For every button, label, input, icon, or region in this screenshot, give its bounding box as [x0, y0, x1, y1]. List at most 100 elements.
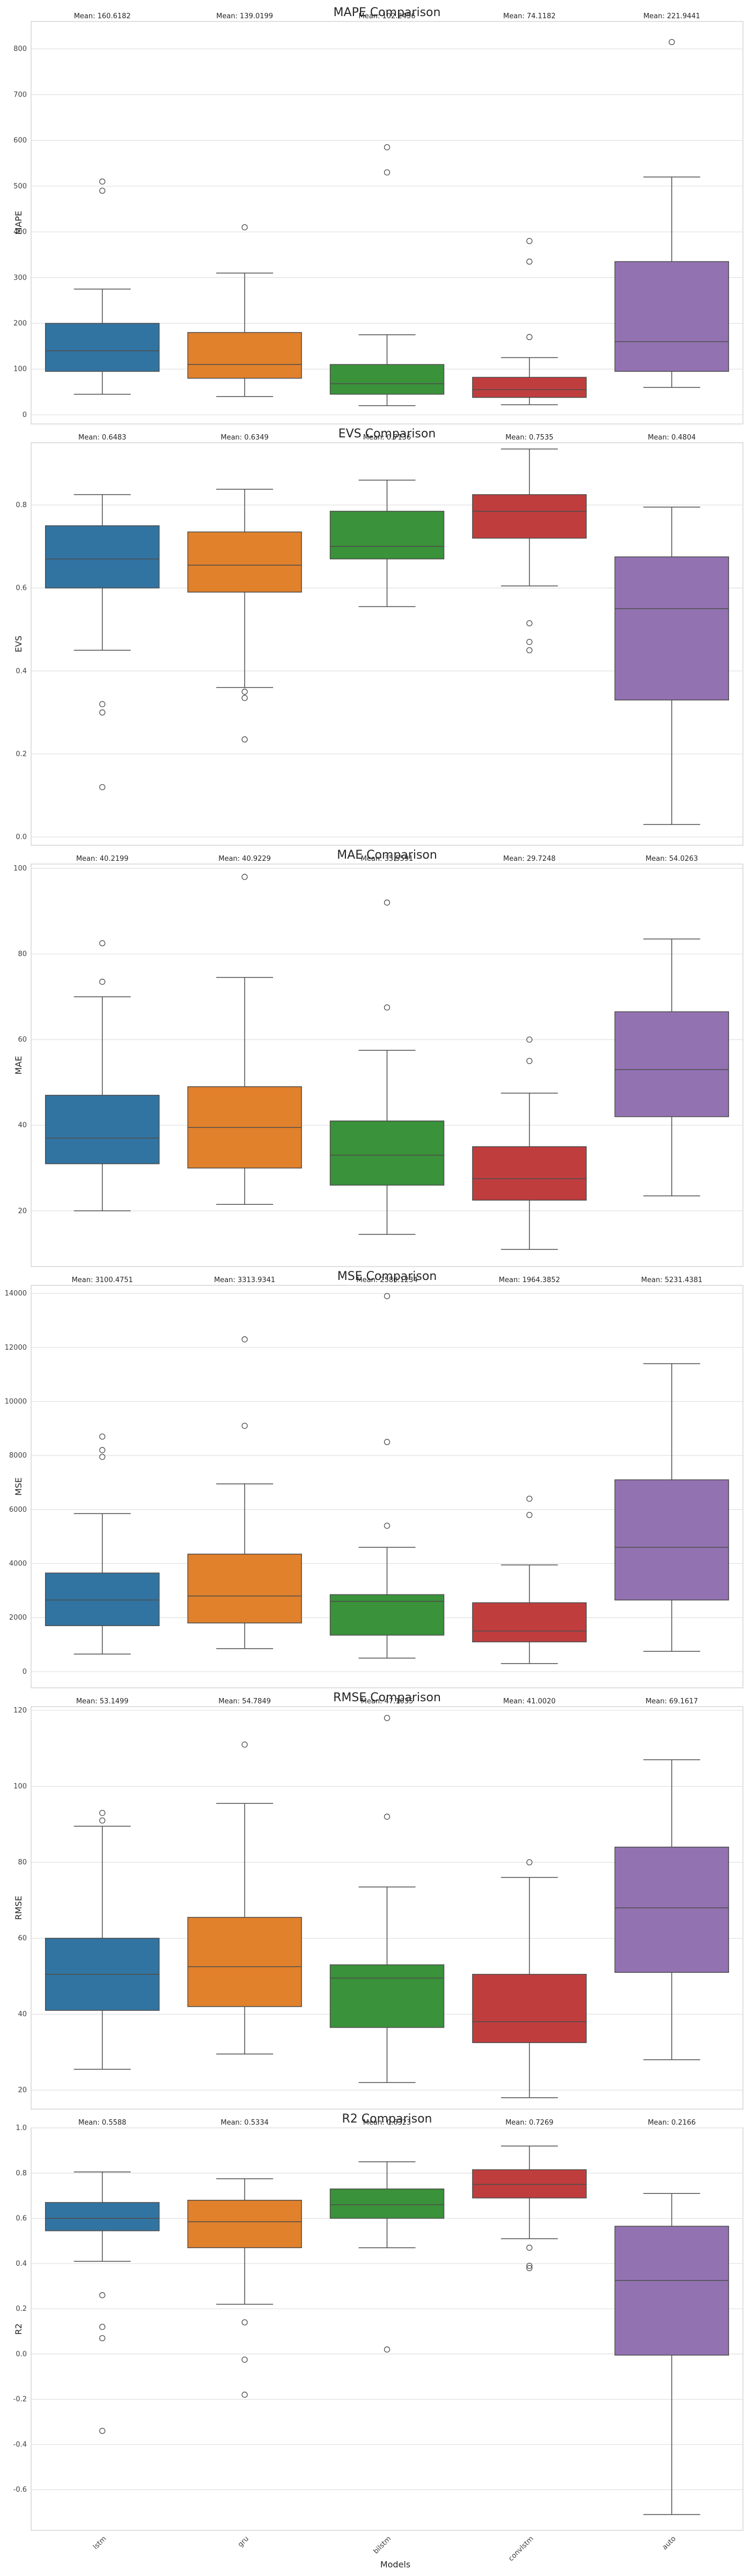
- panel-evs: 0.0 0.2 0.4 0.6 0.8 EVS Mean: 0.6483 Mean: 0.63…: [13, 427, 743, 846]
- y-tick-label: 0: [23, 1668, 27, 1676]
- y-tick-label: 0.8: [16, 2169, 27, 2177]
- y-tick-label: 0.2: [16, 750, 27, 758]
- y-tick-label: 8000: [9, 1452, 27, 1460]
- box-auto: [614, 39, 730, 388]
- x-tick-label: auto: [661, 2535, 678, 2551]
- y-tick-label: 0.4: [16, 2260, 27, 2268]
- y-tick-label: 80: [18, 950, 27, 958]
- outlier-point: [668, 39, 675, 46]
- mean-annotation: Mean: 0.5334: [220, 2119, 268, 2127]
- mean-annotation: Mean: 54.0263: [645, 855, 698, 863]
- outlier-point: [99, 178, 106, 185]
- box-gru: [187, 224, 302, 397]
- x-tick-label: gru: [237, 2535, 251, 2549]
- box-auto: [614, 1363, 730, 1652]
- x-tick-label: lstm: [92, 2535, 108, 2551]
- box-lstm: [45, 2171, 160, 2434]
- y-tick-label: 80: [18, 1858, 27, 1867]
- outlier-point: [99, 2324, 106, 2330]
- box-convlstm: [472, 2145, 587, 2271]
- box-bilstm: [329, 899, 445, 1235]
- box-bilstm: [329, 1715, 445, 2083]
- mean-annotation: Mean: 3100.4751: [72, 1276, 133, 1284]
- outlier-point: [99, 940, 106, 947]
- outlier-point: [384, 2346, 391, 2353]
- iqr-box: [614, 261, 730, 372]
- mean-annotation: Mean: 35.5591: [361, 855, 414, 863]
- outlier-point: [384, 899, 391, 906]
- box-bilstm: [329, 479, 445, 608]
- y-tick-label: 0.4: [16, 667, 27, 675]
- y-tick-label: 20: [18, 2087, 27, 2095]
- mean-annotation: Mean: 54.7849: [218, 1697, 271, 1706]
- outlier-point: [241, 2357, 248, 2363]
- iqr-box: [472, 1602, 587, 1643]
- mean-annotation: Mean: 0.7136: [363, 434, 411, 442]
- y-tick-label: -0.2: [13, 2396, 27, 2404]
- y-axis-label: R2: [13, 2323, 24, 2334]
- iqr-box: [329, 1120, 445, 1186]
- outlier-point: [99, 1817, 106, 1824]
- outlier-point: [526, 258, 533, 265]
- mean-annotation: Mean: 0.6349: [220, 434, 268, 442]
- iqr-box: [187, 332, 302, 379]
- iqr-box: [187, 1916, 302, 2007]
- box-lstm: [45, 494, 160, 791]
- iqr-box: [472, 1146, 587, 1201]
- mean-annotation: Mean: 69.1617: [645, 1697, 698, 1706]
- y-tick-label: 0.2: [16, 2305, 27, 2313]
- y-tick-label: -0.6: [13, 2486, 27, 2494]
- iqr-box: [45, 1572, 160, 1626]
- y-axis-label: MAPE: [13, 211, 24, 235]
- mean-annotation: Mean: 5231.4381: [641, 1276, 702, 1284]
- box-convlstm: [472, 1859, 587, 2098]
- y-tick-label: 0.0: [16, 833, 27, 841]
- box-lstm: [45, 1433, 160, 1655]
- mean-annotation: Mean: 29.7248: [503, 855, 556, 863]
- outlier-point: [526, 620, 533, 626]
- outlier-point: [241, 694, 248, 701]
- panel-title: RMSE Comparison: [333, 1691, 441, 1704]
- iqr-box: [329, 364, 445, 395]
- iqr-box: [614, 2226, 730, 2356]
- outlier-point: [241, 1741, 248, 1748]
- y-tick-label: 10000: [5, 1397, 27, 1406]
- iqr-box: [45, 2202, 160, 2231]
- outlier-point: [526, 2244, 533, 2251]
- box-convlstm: [472, 1496, 587, 1664]
- panel-title: MSE Comparison: [337, 1270, 437, 1283]
- mean-annotation: Mean: 0.6483: [78, 434, 126, 442]
- iqr-box: [614, 1011, 730, 1117]
- outlier-point: [241, 2319, 248, 2326]
- mean-annotation: Mean: 74.1182: [503, 12, 556, 20]
- x-tick-label: bilstm: [372, 2535, 393, 2556]
- outlier-point: [384, 1813, 391, 1820]
- iqr-box: [329, 1964, 445, 2028]
- outlier-point: [526, 1058, 533, 1064]
- iqr-box: [45, 323, 160, 372]
- y-tick-label: 60: [18, 1036, 27, 1044]
- box-gru: [187, 874, 302, 1205]
- panel-title: R2 Comparison: [342, 2112, 432, 2126]
- box-convlstm: [472, 238, 587, 405]
- y-tick-label: 120: [13, 1707, 27, 1715]
- y-tick-label: -0.4: [13, 2441, 27, 2449]
- panel-mse: 0 2000 4000 6000 8000 10000 12000 14000 MSE Mean:…: [5, 1270, 743, 1688]
- box-convlstm: [472, 1036, 587, 1250]
- mean-annotation: Mean: 3313.9341: [214, 1276, 275, 1284]
- outlier-point: [99, 187, 106, 194]
- box-gru: [187, 1336, 302, 1649]
- mean-annotation: Mean: 2580.1234: [356, 1276, 417, 1284]
- y-tick-label: 100: [13, 365, 27, 374]
- iqr-box: [472, 1974, 587, 2043]
- outlier-point: [526, 238, 533, 244]
- y-tick-label: 40: [18, 1122, 27, 1130]
- outlier-point: [526, 2265, 533, 2271]
- outlier-point: [384, 169, 391, 175]
- mean-annotation: Mean: 0.7535: [505, 434, 553, 442]
- y-tick-label: 0.6: [16, 584, 27, 592]
- box-bilstm: [329, 2161, 445, 2353]
- panel-title: MAPE Comparison: [334, 6, 441, 19]
- outlier-point: [99, 701, 106, 707]
